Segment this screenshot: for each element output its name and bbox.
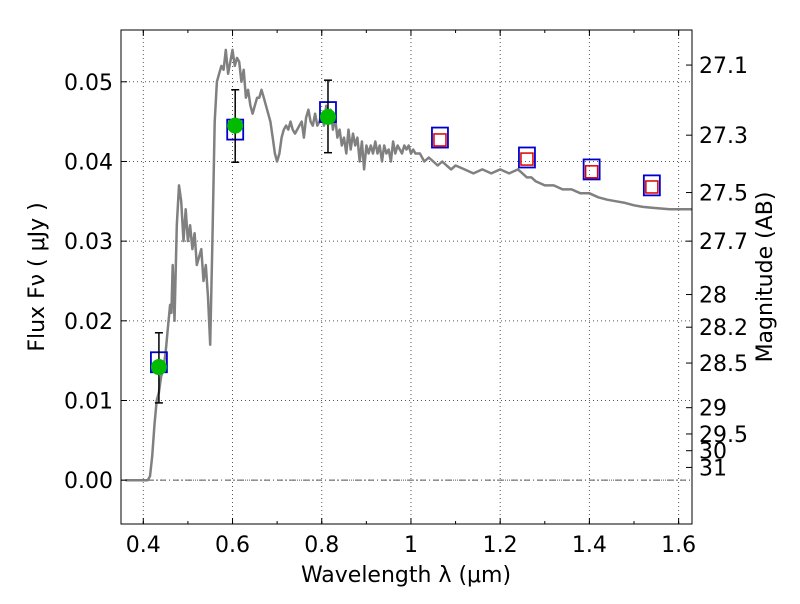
observed-point: [319, 108, 336, 125]
magnitude-tick-label: 28.2: [699, 316, 748, 341]
model-photometry-box: [582, 158, 601, 181]
predicted-photometry-box: [584, 165, 599, 179]
magnitude-tick-label: 28.5: [699, 352, 748, 377]
x-tick-labels: 0.4 0.6 0.8 1 1.2 1.4 1.6: [126, 533, 696, 558]
y-tick-label: 0.00: [64, 469, 113, 494]
photometry-marker-layer: [150, 79, 661, 404]
x-tick-label: 1: [404, 533, 418, 558]
right-y-axis-label: Magnitude (AB): [753, 192, 778, 363]
y-tick-label: 0.05: [64, 71, 113, 96]
magnitude-tick-label: 31: [699, 456, 727, 481]
magnitude-tick-label: 28: [699, 284, 727, 309]
y-axis-label: Flux Fν ( μJy ): [25, 202, 50, 351]
x-tick-label: 1.2: [483, 533, 518, 558]
magnitude-tick-label: 29: [699, 397, 727, 422]
predicted-photometry-box: [520, 152, 534, 166]
magnitude-tick-label: 27.5: [699, 182, 748, 207]
model-photometry-box: [642, 174, 661, 197]
predicted-photometry-box: [433, 133, 447, 147]
grid-lines: [121, 30, 692, 524]
magnitude-tick-label: 27.3: [699, 124, 748, 149]
x-tick-label: 1.6: [661, 533, 696, 558]
model-photometry-box: [431, 126, 449, 149]
y-tick-label: 0.04: [64, 150, 113, 175]
magnitude-tick-label: 27.7: [699, 230, 748, 255]
y-tick-labels: 0.00 0.01 0.02 0.03 0.04 0.05: [64, 71, 113, 494]
observed-point: [227, 117, 244, 134]
x-tick-label: 0.8: [304, 533, 339, 558]
y-tick-label: 0.02: [64, 310, 113, 335]
magnitude-tick-label: 27.1: [699, 54, 748, 79]
y-tick-label: 0.03: [64, 230, 113, 255]
observed-point: [150, 359, 167, 376]
plot-frame: [120, 29, 693, 525]
predicted-photometry-box: [645, 180, 659, 194]
model-photometry-box: [518, 146, 536, 169]
magnitude-tick-label: 30: [699, 440, 727, 465]
y-tick-label: 0.01: [64, 390, 113, 415]
x-tick-label: 1.4: [572, 533, 607, 558]
x-axis-label: Wavelength λ (μm): [301, 563, 511, 588]
magnitude-tick-label: 29.5: [699, 423, 748, 448]
x-tick-label: 0.4: [126, 533, 161, 558]
x-tick-label: 0.6: [215, 533, 250, 558]
